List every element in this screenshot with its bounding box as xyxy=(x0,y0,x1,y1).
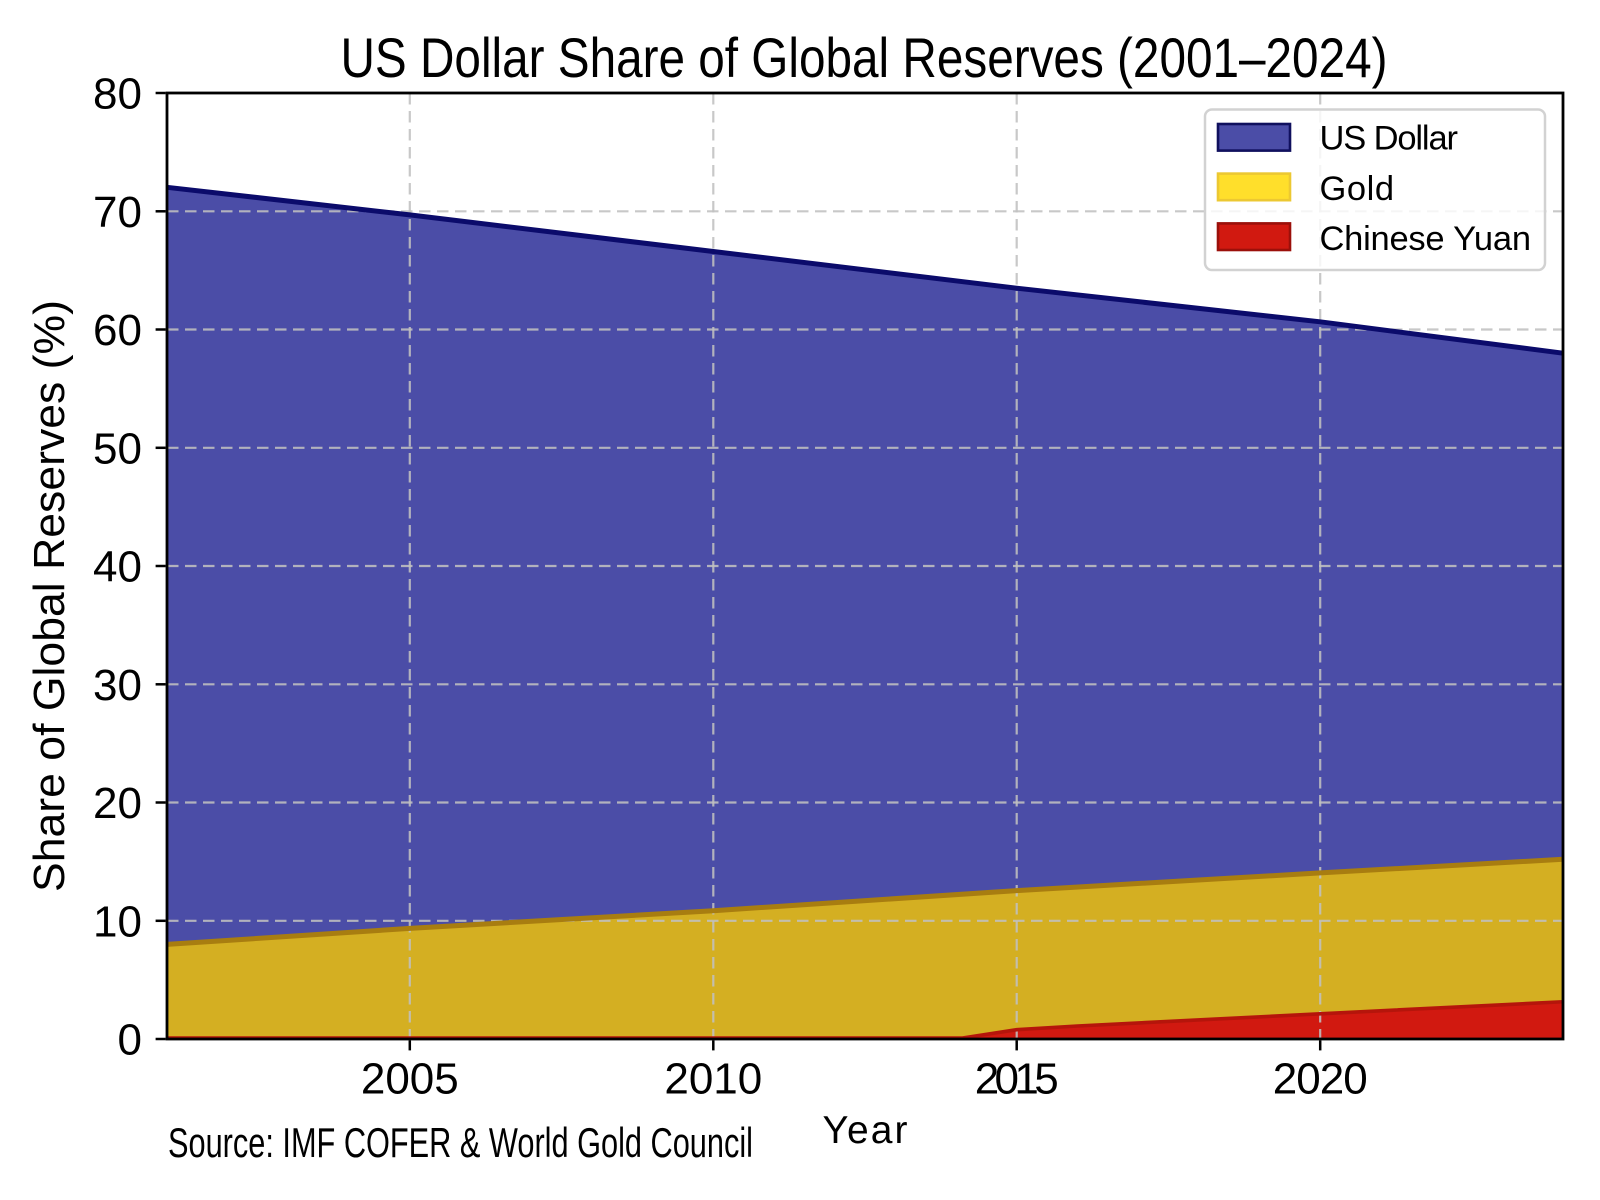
svg-text:2005: 2005 xyxy=(361,1055,459,1104)
svg-text:Year: Year xyxy=(823,1109,908,1152)
svg-text:2020: 2020 xyxy=(1273,1055,1368,1104)
svg-text:Chinese Yuan: Chinese Yuan xyxy=(1320,220,1532,258)
svg-text:0: 0 xyxy=(118,1016,142,1065)
svg-text:US Dollar: US Dollar xyxy=(1320,120,1459,158)
svg-text:50: 50 xyxy=(93,424,142,473)
svg-text:2010: 2010 xyxy=(664,1055,762,1104)
svg-text:80: 80 xyxy=(93,70,142,119)
svg-text:US Dollar Share of Global Rese: US Dollar Share of Global Reserves (2001… xyxy=(341,26,1388,89)
svg-text:30: 30 xyxy=(93,661,142,710)
svg-text:70: 70 xyxy=(93,188,142,237)
svg-text:Source: IMF COFER & World Gold: Source: IMF COFER & World Gold Council xyxy=(168,1119,753,1166)
svg-text:Gold: Gold xyxy=(1320,170,1395,208)
svg-text:40: 40 xyxy=(93,543,142,592)
svg-text:10: 10 xyxy=(93,897,142,946)
svg-text:2015: 2015 xyxy=(975,1055,1059,1104)
svg-text:60: 60 xyxy=(93,306,142,355)
svg-text:20: 20 xyxy=(93,779,142,828)
svg-text:Share of Global Reserves (%): Share of Global Reserves (%) xyxy=(25,300,74,892)
